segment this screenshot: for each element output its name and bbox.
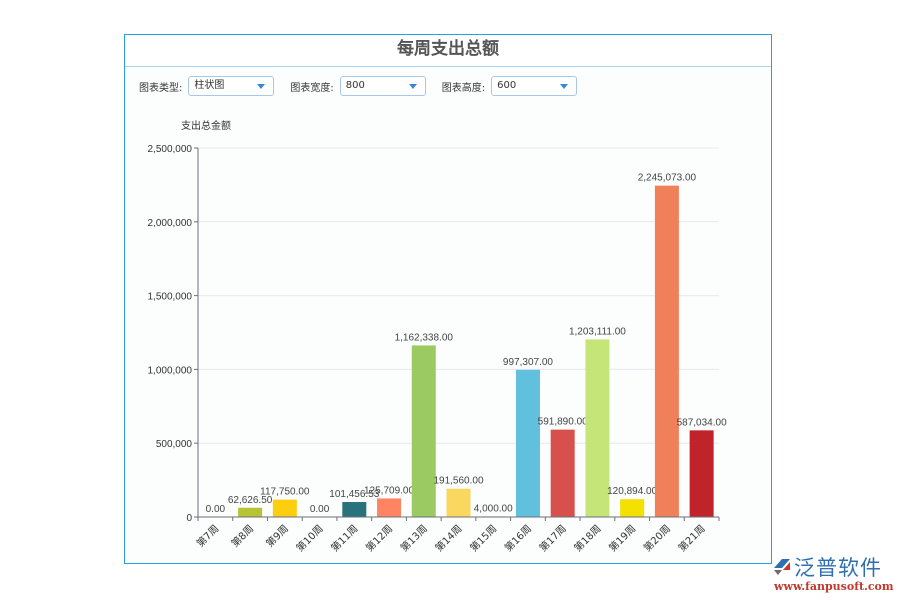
- chart-type-value: 柱状图: [194, 80, 225, 91]
- bar[interactable]: [515, 369, 540, 517]
- y-tick-label: 500,000: [156, 439, 193, 450]
- chart-panel: 每周支出总额 0 500,000 1,000,000 1,500,000 2,000,0…: [124, 34, 772, 564]
- chart-type-label: 图表类型:: [139, 82, 183, 94]
- bar-value-label: 587,034.00: [677, 417, 727, 428]
- x-tick-label: 第20周: [641, 522, 673, 554]
- bar-value-label: 1,162,338.00: [395, 332, 454, 343]
- x-tick-label: 第18周: [571, 522, 603, 554]
- bar-value-label: 591,890.00: [538, 417, 588, 428]
- bar[interactable]: [272, 499, 297, 517]
- grid-lines: [198, 147, 719, 444]
- bar[interactable]: [620, 499, 645, 517]
- y-tick-label: 0: [186, 513, 192, 524]
- x-tick-label: 第16周: [502, 522, 534, 554]
- chart-height-label: 图表高度:: [441, 82, 486, 94]
- y-tick-label: 2,000,000: [148, 218, 193, 229]
- bar-value-label: 125,709.00: [364, 485, 414, 496]
- bar-value-label: 191,560.00: [433, 476, 483, 487]
- y-tick-label: 2,500,000: [148, 144, 193, 155]
- bar[interactable]: [550, 429, 575, 517]
- bar[interactable]: [238, 507, 263, 517]
- bar-chart: 0 500,000 1,000,000 1,500,000 2,000,000 2,500…: [148, 119, 728, 554]
- y-axis: 0 500,000 1,000,000 1,500,000 2,000,000 2,500…: [148, 144, 199, 524]
- bar[interactable]: [377, 498, 402, 517]
- chart-type-select[interactable]: 柱状图: [188, 76, 275, 96]
- chart-toolbar: 图表类型: 柱状图 图表宽度: 800 图表高度: 600: [139, 75, 593, 97]
- x-tick-label: 第10周: [293, 522, 325, 554]
- x-tick-label: 第21周: [675, 522, 707, 554]
- logo-mark-icon: [774, 559, 790, 575]
- bar-value-label: 120,894.00: [607, 486, 657, 497]
- y-tick-label: 1,000,000: [148, 365, 193, 376]
- dropdown-arrow-icon: [560, 84, 569, 89]
- bar[interactable]: [411, 345, 436, 517]
- bar-value-label: 997,307.00: [503, 357, 553, 368]
- chart-width-select[interactable]: 800: [339, 76, 426, 96]
- x-tick-label: 第12周: [363, 522, 395, 554]
- x-tick-label: 第14周: [432, 522, 464, 554]
- y-tick-label: 1,500,000: [148, 292, 193, 303]
- bar[interactable]: [342, 502, 367, 517]
- brand-logo: 泛普软件 www.fanpusoft.com: [772, 552, 900, 600]
- x-axis: 第7周 第8周 第9周 第10周 第11周 第12周 第13周 第14周 第15周 第16周 第17…: [194, 516, 720, 554]
- x-tick-label: 第15周: [467, 522, 499, 554]
- x-tick-label: 第17周: [536, 522, 568, 554]
- x-tick-label: 第7周: [194, 522, 222, 550]
- chart-height-select[interactable]: 600: [491, 76, 578, 96]
- bar-value-label: 101,456.53: [329, 489, 379, 500]
- dropdown-arrow-icon: [257, 84, 266, 89]
- dropdown-arrow-icon: [408, 84, 417, 89]
- bar-value-label: 62,626.50: [228, 495, 273, 506]
- x-tick-label: 第19周: [606, 522, 638, 554]
- bar-value-label: 117,750.00: [260, 487, 310, 498]
- panel-title: 每周支出总额: [125, 35, 771, 67]
- logo-url: www.fanpusoft.com: [774, 580, 894, 593]
- bar[interactable]: [446, 488, 471, 517]
- bar-value-label: 4,000.00: [474, 503, 513, 514]
- logo-name: 泛普软件: [794, 556, 882, 580]
- chart-height-value: 600: [497, 80, 517, 91]
- x-tick-label: 第13周: [398, 522, 430, 554]
- bar[interactable]: [689, 430, 714, 517]
- bar-value-label: 2,245,073.00: [638, 173, 697, 184]
- bars: 0.0062,626.50117,750.000.00101,456.53125…: [206, 173, 727, 518]
- bar-value-label: 0.00: [206, 504, 226, 515]
- y-axis-label: 支出总金额: [181, 119, 231, 132]
- bar[interactable]: [585, 339, 610, 517]
- bar[interactable]: [654, 185, 679, 517]
- x-tick-label: 第8周: [228, 522, 256, 550]
- bar-value-label: 0.00: [310, 504, 330, 515]
- x-tick-label: 第9周: [263, 522, 291, 550]
- chart-width-label: 图表宽度:: [290, 82, 334, 94]
- bar-value-label: 1,203,111.00: [569, 326, 626, 337]
- x-tick-label: 第11周: [328, 522, 360, 554]
- chart-width-value: 800: [345, 80, 365, 91]
